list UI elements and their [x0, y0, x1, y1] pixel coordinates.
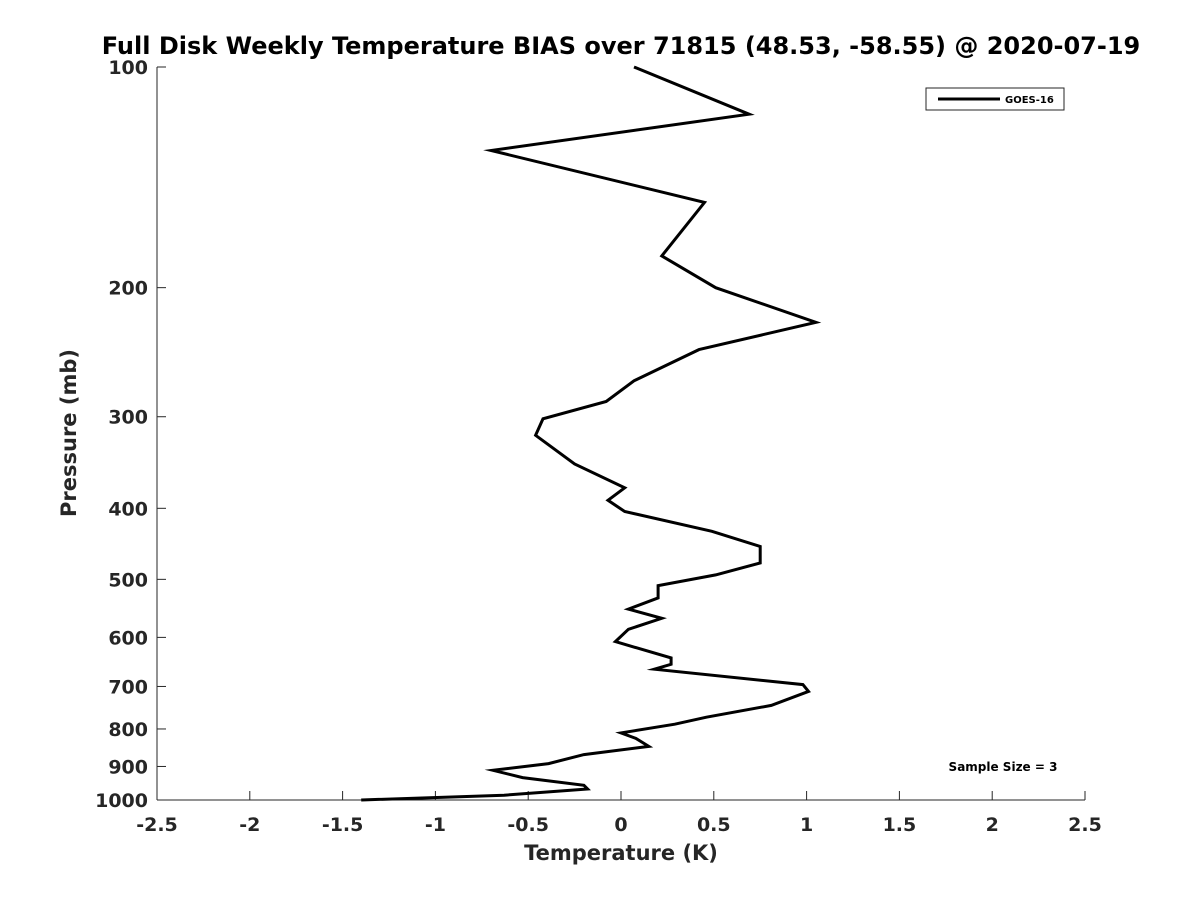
y-tick-label: 800 — [108, 719, 148, 741]
plot-area — [157, 67, 1085, 800]
legend-label-goes-16: GOES-16 — [1005, 95, 1054, 106]
x-tick-label: -2 — [239, 814, 260, 836]
x-tick-label: -1.5 — [322, 814, 364, 836]
series-line-goes-16 — [361, 65, 822, 802]
x-tick-label: 0 — [614, 814, 627, 836]
y-tick-label: 900 — [108, 756, 148, 778]
y-tick-label: 500 — [108, 569, 148, 591]
x-tick-label: -0.5 — [507, 814, 549, 836]
chart-title: Full Disk Weekly Temperature BIAS over 7… — [102, 32, 1141, 60]
x-ticks: -2.5 -2 -1.5 -1 -0.5 0 0.5 1 1.5 2 2.5 — [136, 791, 1102, 836]
y-tick-label: 400 — [108, 498, 148, 520]
y-axis-label: Pressure (mb) — [57, 349, 81, 517]
y-tick-label: 700 — [108, 676, 148, 698]
x-tick-label: 1 — [800, 814, 813, 836]
legend: GOES-16 — [925, 87, 1065, 111]
y-tick-label: 600 — [108, 627, 148, 649]
x-axis-label: Temperature (K) — [524, 841, 718, 865]
x-tick-label: 2 — [986, 814, 999, 836]
x-tick-label: -1 — [425, 814, 446, 836]
x-tick-label: 2.5 — [1068, 814, 1102, 836]
y-tick-label: 200 — [108, 278, 148, 300]
x-tick-label: 1.5 — [883, 814, 917, 836]
series-group — [361, 65, 822, 802]
y-tick-label: 300 — [108, 407, 148, 429]
x-tick-label: -2.5 — [136, 814, 178, 836]
y-tick-label: 100 — [108, 57, 148, 79]
y-tick-label: 1000 — [95, 790, 148, 812]
sample-size-annotation: Sample Size = 3 — [949, 760, 1058, 774]
y-ticks: 100 200 300 400 500 600 700 800 900 1000 — [95, 57, 166, 812]
x-tick-label: 0.5 — [697, 814, 731, 836]
